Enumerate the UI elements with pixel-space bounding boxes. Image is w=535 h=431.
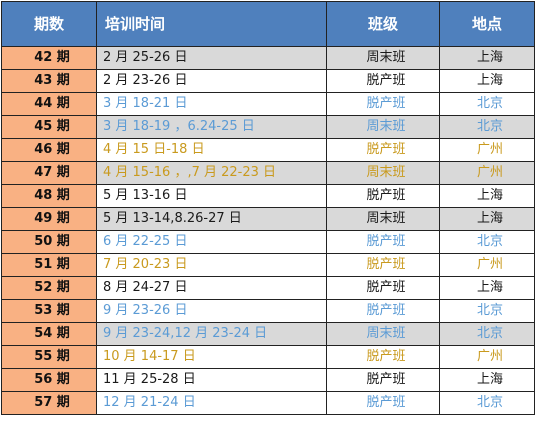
training-time-cell: 3 月 18-21 日	[96, 92, 327, 116]
period-cell: 44 期	[1, 92, 97, 116]
header-training-time: 培训时间	[96, 1, 327, 47]
period-cell: 55 期	[1, 345, 97, 369]
location-cell: 上海	[439, 368, 535, 392]
class-type-cell: 脱产班	[326, 138, 440, 162]
period-cell: 43 期	[1, 69, 97, 93]
location-cell: 广州	[439, 253, 535, 277]
training-time-cell: 3 月 18-19 ，6.24-25 日	[96, 115, 327, 139]
period-cell: 53 期	[1, 299, 97, 323]
table-row: 55 期 10 月 14-17 日脱产班 广州	[1, 345, 535, 369]
period-cell: 45 期	[1, 115, 97, 139]
location-cell: 北京	[439, 299, 535, 323]
training-time-cell: 9 月 23-26 日	[96, 299, 327, 323]
class-type-cell: 脱产班	[326, 230, 440, 254]
class-type-cell: 周末班	[326, 161, 440, 185]
training-time-cell: 7 月 20-23 日	[96, 253, 327, 277]
training-time-cell: 2 月 25-26 日	[96, 46, 327, 70]
period-cell: 56 期	[1, 368, 97, 392]
training-time-cell: 8 月 24-27 日	[96, 276, 327, 300]
class-type-cell: 脱产班	[326, 92, 440, 116]
location-cell: 北京	[439, 391, 535, 415]
training-time-cell: 2 月 23-26 日	[96, 69, 327, 93]
period-cell: 42 期	[1, 46, 97, 70]
training-time-cell: 12 月 21-24 日	[96, 391, 327, 415]
class-type-cell: 周末班	[326, 207, 440, 231]
period-cell: 48 期	[1, 184, 97, 208]
training-time-cell: 9 月 23-24,12 月 23-24 日	[96, 322, 327, 346]
period-cell: 50 期	[1, 230, 97, 254]
training-time-cell: 5 月 13-16 日	[96, 184, 327, 208]
location-cell: 上海	[439, 46, 535, 70]
table-header: 期数 培训时间 班级 地点	[1, 1, 535, 47]
location-cell: 广州	[439, 161, 535, 185]
location-cell: 上海	[439, 184, 535, 208]
period-cell: 57 期	[1, 391, 97, 415]
period-cell: 49 期	[1, 207, 97, 231]
class-type-cell: 脱产班	[326, 69, 440, 93]
header-row: 期数 培训时间 班级 地点	[1, 1, 535, 47]
location-cell: 北京	[439, 92, 535, 116]
training-time-cell: 4 月 15 日-18 日	[96, 138, 327, 162]
class-type-cell: 周末班	[326, 322, 440, 346]
class-type-cell: 脱产班	[326, 391, 440, 415]
class-type-cell: 脱产班	[326, 345, 440, 369]
location-cell: 广州	[439, 138, 535, 162]
header-location: 地点	[439, 1, 535, 47]
class-type-cell: 脱产班	[326, 253, 440, 277]
header-class-type: 班级	[326, 1, 440, 47]
class-type-cell: 脱产班	[326, 368, 440, 392]
location-cell: 上海	[439, 276, 535, 300]
training-time-cell: 4 月 15-16 ，,7 月 22-23 日	[96, 161, 327, 185]
class-type-cell: 脱产班	[326, 276, 440, 300]
training-time-cell: 10 月 14-17 日	[96, 345, 327, 369]
class-type-cell: 周末班	[326, 115, 440, 139]
training-time-cell: 5 月 13-14,8.26-27 日	[96, 207, 327, 231]
period-cell: 46 期	[1, 138, 97, 162]
table-row: 57 期 12 月 21-24 日脱产班 北京	[1, 391, 535, 415]
training-time-cell: 11 月 25-28 日	[96, 368, 327, 392]
location-cell: 北京	[439, 230, 535, 254]
class-type-cell: 周末班	[326, 46, 440, 70]
period-cell: 47 期	[1, 161, 97, 185]
location-cell: 北京	[439, 322, 535, 346]
training-time-cell: 6 月 22-25 日	[96, 230, 327, 254]
class-type-cell: 脱产班	[326, 299, 440, 323]
table-row: 56 期 11 月 25-28 日脱产班 上海	[1, 368, 535, 392]
location-cell: 上海	[439, 69, 535, 93]
class-type-cell: 脱产班	[326, 184, 440, 208]
location-cell: 广州	[439, 345, 535, 369]
period-cell: 51 期	[1, 253, 97, 277]
header-period: 期数	[1, 1, 97, 47]
period-cell: 52 期	[1, 276, 97, 300]
location-cell: 上海	[439, 207, 535, 231]
period-cell: 54 期	[1, 322, 97, 346]
location-cell: 北京	[439, 115, 535, 139]
